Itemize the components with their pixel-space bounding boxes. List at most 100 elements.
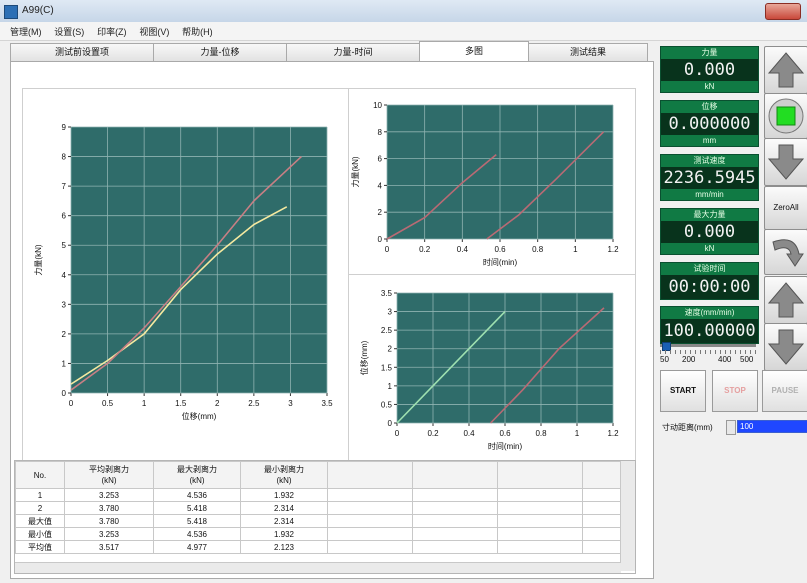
series-line-1: [386, 153, 497, 240]
speed-scale-500: 500: [740, 355, 754, 364]
menu-help[interactable]: 帮助(H): [182, 27, 213, 37]
table-cell: 最小值: [15, 527, 65, 541]
table-row[interactable]: 平均值 3.517 4.977 2.123: [15, 540, 628, 554]
speed-slider[interactable]: 50 200 400 500: [660, 342, 758, 368]
move-up-button[interactable]: [764, 46, 807, 94]
y-tick-label: 0: [62, 389, 67, 398]
header-min-peel: 最小剥离力 (kN): [240, 461, 328, 489]
x-tick-label: 1: [575, 429, 580, 438]
readout-test-time-label: 试验时间: [693, 264, 726, 273]
readout-test-speed-label: 测试速度: [693, 156, 726, 165]
table-row[interactable]: 最小值 3.253 4.536 1.932: [15, 527, 628, 541]
status-indicator-button[interactable]: [764, 93, 807, 139]
table-cell: 1.932: [240, 527, 328, 541]
table-row[interactable]: 1 3.253 4.536 1.932: [15, 488, 628, 502]
x-tick-label: 1.5: [175, 399, 187, 408]
tab-multi-chart[interactable]: 多图: [419, 41, 529, 61]
readout-test-speed: 测试速度 2236.5945 mm/min: [660, 154, 759, 201]
close-button[interactable]: [765, 3, 801, 20]
table-cell: [497, 540, 583, 554]
header-no: No.: [15, 461, 65, 489]
stop-button[interactable]: STOP: [712, 370, 758, 412]
jog-down-button[interactable]: [764, 323, 807, 371]
y-tick-label: 1: [62, 359, 67, 368]
tab-pretest-settings[interactable]: 测试前设置项: [10, 43, 154, 61]
readout-test-time-value: 00:00:00: [661, 275, 758, 299]
readout-speed-setting-label: 速度(mm/min): [684, 308, 735, 317]
y-tick-label: 3.5: [381, 289, 393, 298]
readout-displacement-unit: mm: [702, 136, 717, 145]
table-cell: [412, 540, 498, 554]
y-tick-label: 8: [62, 153, 67, 162]
y-tick-label: 0: [378, 235, 383, 244]
table-horizontal-scrollbar[interactable]: [15, 562, 621, 573]
y-tick-label: 4: [378, 181, 383, 190]
readout-speed-setting-value: 100.00000: [661, 319, 758, 343]
table-cell: 5.418: [153, 501, 241, 515]
menu-print[interactable]: 印率(Z): [97, 27, 127, 37]
readout-max-force-label: 最大力量: [693, 210, 726, 219]
table-cell: 最大值: [15, 514, 65, 528]
table-cell: 4.977: [153, 540, 241, 554]
y-tick-label: 2: [378, 208, 383, 217]
readout-test-speed-unit: mm/min: [695, 190, 724, 199]
app-icon: [4, 5, 18, 19]
x-tick-label: 0.6: [499, 429, 511, 438]
y-tick-label: 8: [378, 128, 383, 137]
table-cell: 3.517: [64, 540, 154, 554]
menu-view[interactable]: 视图(V): [139, 27, 170, 37]
table-cell: [412, 514, 498, 528]
x-tick-label: 0.4: [457, 245, 469, 254]
y-axis-label: 力量(kN): [350, 156, 360, 187]
zero-all-button[interactable]: ZeroAll: [764, 186, 807, 230]
table-cell: 4.536: [153, 527, 241, 541]
pause-button[interactable]: PAUSE: [762, 370, 807, 412]
table-header-row: No. 平均剥离力 (kN) 最大剥离力 (kN) 最小剥离力 (kN): [15, 461, 628, 489]
move-down-button[interactable]: [764, 138, 807, 186]
series-line-2: [486, 131, 605, 240]
table-row[interactable]: 最大值 3.780 5.418 2.314: [15, 514, 628, 528]
x-tick-label: 0: [385, 245, 390, 254]
x-tick-label: 0.2: [427, 429, 439, 438]
readout-force-unit: kN: [704, 82, 715, 91]
table-cell: 3.253: [64, 488, 154, 502]
chart-svg: 0 0.5 1 1.5 2 2.5 3 3.5 0 1 2 3 4 5 6 7 8 9 位移(mm) 力量(kN): [33, 123, 333, 421]
return-button[interactable]: [764, 229, 807, 275]
tab-force-displacement[interactable]: 力量-位移: [153, 43, 287, 61]
table-row[interactable]: 2 3.780 5.418 2.314: [15, 501, 628, 515]
x-tick-label: 0.8: [535, 429, 547, 438]
y-tick-label: 1: [388, 382, 393, 391]
menu-settings[interactable]: 设置(S): [54, 27, 85, 37]
x-tick-label: 1.2: [607, 429, 619, 438]
y-tick-label: 5: [62, 241, 67, 250]
header-empty-1: [327, 461, 413, 489]
table-cell: [497, 527, 583, 541]
arrow-down-icon: [767, 144, 805, 180]
y-axis-label: 位移(mm): [359, 340, 369, 375]
jog-up-button[interactable]: [764, 276, 807, 324]
y-tick-label: 2: [388, 345, 393, 354]
arrow-up-icon: [767, 52, 805, 88]
table-cell: 2.123: [240, 540, 328, 554]
jog-distance-spinner[interactable]: [726, 420, 736, 435]
series-line-2: [490, 307, 605, 424]
table-vertical-scrollbar[interactable]: [620, 461, 635, 571]
tab-test-results[interactable]: 测试结果: [528, 43, 648, 61]
readout-max-force: 最大力量 0.000 kN: [660, 208, 759, 255]
table-cell: [327, 540, 413, 554]
table-cell: 2.314: [240, 501, 328, 515]
tab-force-time[interactable]: 力量-时间: [286, 43, 420, 61]
x-tick-label: 2: [215, 399, 220, 408]
table-cell: [412, 501, 498, 515]
menu-bar: 管理(M) 设置(S) 印率(Z) 视图(V) 帮助(H): [0, 22, 807, 41]
series-line-1: [70, 206, 288, 385]
start-button[interactable]: START: [660, 370, 706, 412]
table-cell: 3.780: [64, 501, 154, 515]
rotate-arrow-icon: [772, 239, 804, 267]
x-axis-label: 时间(min): [483, 257, 518, 267]
series-line-2: [70, 155, 302, 391]
jog-distance-label: 寸动距离(mm): [662, 423, 713, 432]
jog-distance-input[interactable]: [737, 420, 807, 433]
menu-manage[interactable]: 管理(M): [10, 27, 42, 37]
x-tick-label: 1: [142, 399, 147, 408]
